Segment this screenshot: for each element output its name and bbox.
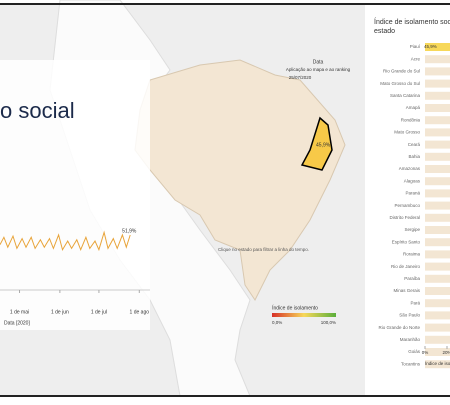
- ranking-bar[interactable]: [425, 274, 450, 283]
- ranking-bar[interactable]: [425, 299, 450, 308]
- ranking-tick: 0%: [422, 350, 429, 355]
- state-name[interactable]: Distrito Federal: [389, 215, 420, 220]
- ranking-bar[interactable]: [425, 43, 450, 51]
- ranking-bar[interactable]: [425, 335, 450, 344]
- state-name[interactable]: Rio Grande do Sul: [383, 69, 420, 74]
- ranking-bar[interactable]: [425, 238, 450, 247]
- legend-gradient: [272, 313, 336, 317]
- ranking-value: 45,9%: [424, 44, 437, 49]
- ranking-bar[interactable]: [425, 201, 450, 210]
- legend-max: 100,0%: [321, 320, 336, 325]
- state-name[interactable]: Bahia: [408, 154, 420, 159]
- state-name[interactable]: Goiás: [408, 349, 421, 354]
- ranking-bar[interactable]: [425, 152, 450, 161]
- x-tick-label: 1 de jul: [91, 309, 107, 315]
- state-label: 45,9%: [316, 142, 331, 148]
- ranking-bar[interactable]: [425, 250, 450, 259]
- ranking-title: estado: [374, 28, 395, 35]
- ranking-bar[interactable]: [425, 348, 450, 356]
- map-hint: Clique no estado para filtrar a linha do…: [218, 247, 309, 252]
- x-tick-label: 1 de ago: [130, 309, 150, 315]
- state-name[interactable]: Sergipe: [404, 227, 420, 232]
- state-name[interactable]: Espírito Santo: [392, 239, 421, 244]
- ranking-bar[interactable]: [425, 311, 450, 320]
- state-name[interactable]: Mato Grosso do Sul: [380, 81, 420, 86]
- x-tick-label: 1 de jun: [51, 309, 69, 315]
- ranking-bar[interactable]: [425, 177, 450, 186]
- ranking-bar[interactable]: [425, 67, 450, 76]
- ranking-bar[interactable]: [425, 140, 450, 149]
- state-name[interactable]: Acre: [411, 56, 421, 61]
- state-name[interactable]: Mato Grosso: [394, 130, 420, 135]
- state-name[interactable]: Roraima: [403, 252, 421, 257]
- ranking-bar[interactable]: [425, 55, 450, 64]
- ranking-title: Índice de isolamento social por: [374, 17, 450, 26]
- series-line: [0, 230, 131, 252]
- state-name[interactable]: Paraíba: [404, 276, 420, 281]
- ranking-bar[interactable]: [425, 104, 450, 112]
- piaui-state[interactable]: [300, 116, 333, 171]
- state-name[interactable]: Rio Grande do Norte: [378, 325, 420, 330]
- state-name[interactable]: Pará: [410, 300, 420, 305]
- date-caption: Data: [313, 59, 324, 65]
- ranking-bar[interactable]: [425, 262, 450, 271]
- x-axis-label: Data [2020]: [4, 320, 30, 326]
- date-value[interactable]: 25/07/2020: [289, 75, 312, 80]
- x-tick-label: 1 de mai: [10, 309, 29, 315]
- state-name[interactable]: Rondônia: [401, 117, 421, 122]
- state-name[interactable]: Rio de Janeiro: [391, 264, 421, 269]
- ranking-bar[interactable]: [425, 213, 450, 222]
- ranking-bar[interactable]: [425, 360, 450, 369]
- ranking-axis-label: Índice de isolamento: [425, 360, 450, 366]
- ranking-bar[interactable]: [425, 226, 450, 234]
- state-name[interactable]: Amazonas: [399, 166, 421, 171]
- ranking-bar[interactable]: [425, 323, 450, 332]
- ranking-bar[interactable]: [425, 79, 450, 88]
- page-title: o social: [0, 98, 75, 123]
- legend-min: 0,0%: [272, 320, 282, 325]
- state-name[interactable]: Santa Catarina: [390, 93, 421, 98]
- left-panel: [0, 60, 150, 330]
- ranking-bar[interactable]: [425, 128, 450, 137]
- state-name[interactable]: Minas Gerais: [393, 288, 420, 293]
- ranking-bar[interactable]: [425, 116, 450, 125]
- ranking-tick: 20%: [442, 350, 450, 355]
- state-name[interactable]: Alagoas: [404, 178, 421, 183]
- ranking-bar[interactable]: [425, 189, 450, 198]
- state-name[interactable]: Tocantins: [401, 361, 421, 366]
- date-note: Aplicação ao mapa e ao ranking: [286, 67, 351, 72]
- brazil[interactable]: [134, 59, 346, 301]
- state-name[interactable]: Amapá: [406, 105, 421, 110]
- state-name[interactable]: Maranhão: [400, 337, 421, 342]
- value-label: 51,9%: [122, 228, 137, 234]
- state-name[interactable]: Ceará: [408, 142, 421, 147]
- state-name[interactable]: Pernambuco: [394, 203, 420, 208]
- state-name[interactable]: Paraná: [405, 191, 420, 196]
- ranking-bar[interactable]: [425, 91, 450, 100]
- ranking-bar[interactable]: [425, 287, 450, 295]
- legend-title: Índice de isolamento: [272, 304, 318, 311]
- state-name[interactable]: Piauí: [410, 44, 421, 49]
- state-name[interactable]: São Paulo: [399, 313, 420, 318]
- ranking-bar[interactable]: [425, 165, 450, 173]
